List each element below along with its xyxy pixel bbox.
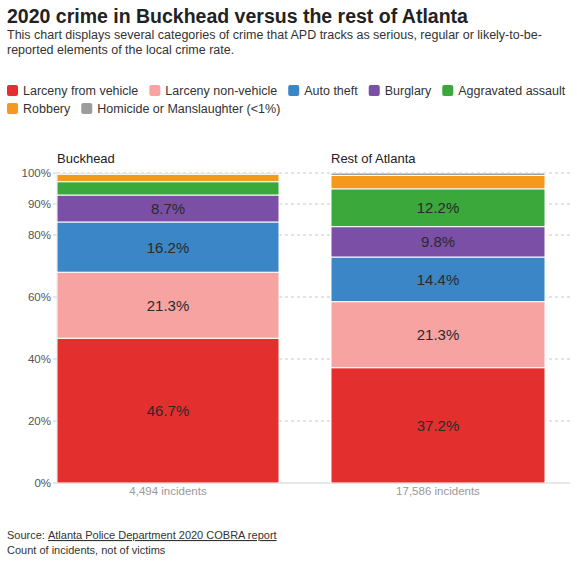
bar-segment: [57, 338, 279, 483]
legend-item: Aggravated assault: [442, 84, 566, 98]
legend-swatch: [81, 103, 92, 114]
tick-mark: [53, 173, 57, 174]
bar-segment: [57, 195, 279, 222]
legend-swatch: [7, 85, 18, 96]
bar-segment: [331, 368, 545, 483]
legend-swatch: [149, 85, 160, 96]
bar-segment: [331, 189, 545, 227]
legend-swatch: [442, 85, 453, 96]
data-label: 21.3%: [147, 297, 190, 314]
legend-label: Larceny non-vehicle: [165, 84, 277, 98]
bar-segment: [331, 175, 545, 188]
legend-label: Burglary: [385, 84, 432, 98]
bar-segment: [57, 173, 279, 174]
data-label: 16.2%: [147, 239, 190, 256]
bar-segment: [331, 173, 545, 175]
legend-item: Robbery: [7, 102, 71, 116]
legend-item: Burglary: [369, 84, 432, 98]
tick-mark: [53, 297, 57, 298]
tick-mark: [53, 483, 57, 484]
legend-item: Larceny from vehicle: [7, 84, 138, 98]
tick-label: 80%: [28, 229, 51, 241]
bar-segment: [331, 302, 545, 368]
data-label: 14.4%: [417, 271, 460, 288]
legend-swatch: [369, 85, 380, 96]
bar-segment: [331, 257, 545, 302]
data-label: 37.2%: [417, 417, 460, 434]
categories: Buckhead 4,494 incidents Rest of Atlanta 17…: [57, 151, 480, 497]
source-label: Source:: [7, 529, 45, 541]
bar-segment: [57, 222, 279, 272]
data-label: 21.3%: [417, 326, 460, 343]
legend-item: Auto theft: [288, 84, 358, 98]
data-label: 46.7%: [147, 402, 190, 419]
tick-mark: [53, 359, 57, 360]
title: 2020 crime in Buckhead versus the rest o…: [7, 4, 572, 28]
tick-mark: [53, 235, 57, 236]
legend-label: Larceny from vehicle: [23, 84, 138, 98]
footer: Source:Atlanta Police Department 2020 CO…: [7, 529, 277, 556]
tick-mark: [53, 421, 57, 422]
legend-swatch: [288, 85, 299, 96]
bar-segment: [57, 272, 279, 338]
legend-label: Robbery: [23, 102, 71, 116]
tick-label: 100%: [22, 167, 51, 179]
legend-label: Auto theft: [304, 84, 358, 98]
bar-segment: [57, 174, 279, 181]
data-labels: 46.7% 21.3% 16.2% 8.7% 37.2% 21.3% 14.4% 9.8% 12…: [147, 199, 460, 434]
legend: Larceny from vehicle Larceny non-vehicle A…: [7, 84, 566, 116]
chart: Larceny from vehicle Larceny non-vehicle A…: [0, 0, 577, 576]
tick-label: 90%: [28, 198, 51, 210]
note: Count of incidents, not of victims: [7, 544, 166, 556]
subtitle: This chart displays several categories o…: [7, 28, 572, 58]
data-label: 12.2%: [417, 199, 460, 216]
legend-item: Larceny non-vehicle: [149, 84, 277, 98]
grid: 0% 20% 40% 60% 80% 90% 100%: [22, 167, 570, 489]
source-link[interactable]: Atlanta Police Department 2020 COBRA rep…: [48, 529, 277, 541]
bars: [57, 173, 545, 483]
legend-label: Homicide or Manslaughter (<1%): [97, 102, 280, 116]
category-label: Rest of Atlanta: [331, 151, 416, 166]
tick-mark: [53, 204, 57, 205]
legend-item: Homicide or Manslaughter (<1%): [81, 102, 280, 116]
bar-segment: [57, 182, 279, 195]
data-label: 9.8%: [421, 233, 455, 250]
data-label: 8.7%: [151, 200, 185, 217]
bar-segment: [331, 227, 545, 257]
tick-label: 40%: [28, 353, 51, 365]
bar-note: 17,586 incidents: [396, 485, 480, 497]
bar-note: 4,494 incidents: [129, 485, 207, 497]
header: 2020 crime in Buckhead versus the rest o…: [7, 4, 572, 58]
tick-label: 20%: [28, 415, 51, 427]
legend-swatch: [7, 103, 18, 114]
category-label: Buckhead: [57, 151, 115, 166]
legend-label: Aggravated assault: [458, 84, 566, 98]
tick-label: 0%: [34, 477, 51, 489]
tick-label: 60%: [28, 291, 51, 303]
